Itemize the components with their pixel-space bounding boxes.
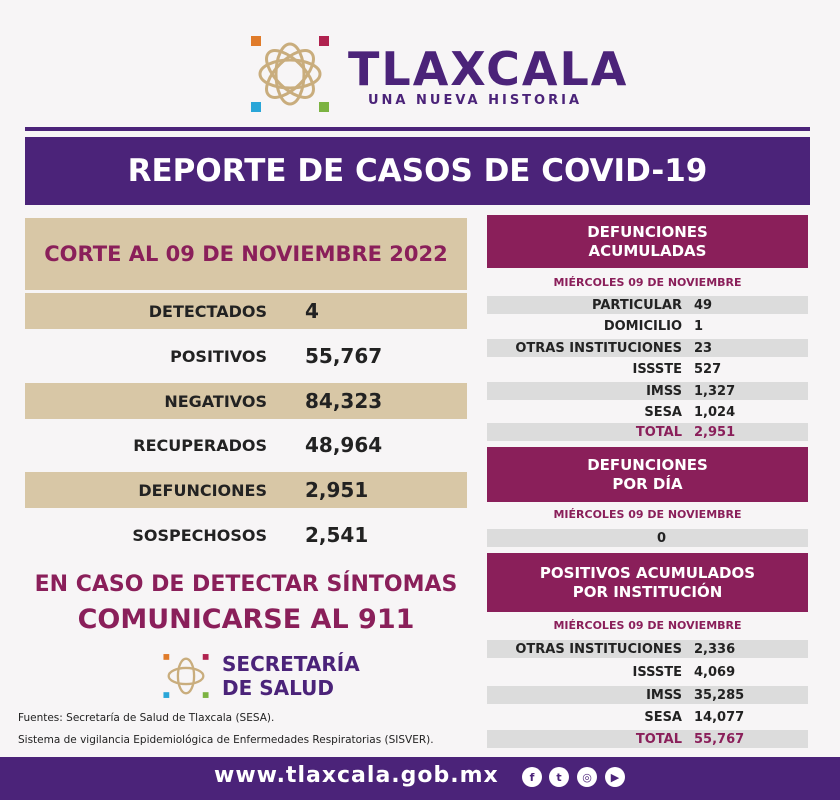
def-acum-row: SESA 1,024 [487,403,808,421]
row-value: 2,951 [694,424,736,440]
summary-row: DEFUNCIONES 2,951 [25,472,467,508]
summary-row: RECUPERADOS 48,964 [25,427,467,463]
summary-row: SOSPECHOSOS 2,541 [25,517,467,553]
youtube-icon[interactable]: ▶ [605,767,625,787]
summary-row: NEGATIVOS 84,323 [25,383,467,419]
def-acum-header: DEFUNCIONES ACUMULADAS [487,215,808,268]
pos-acum-row: OTRAS INSTITUCIONES 2,336 [487,640,808,658]
twitter-icon[interactable]: t [549,767,569,787]
summary-label: POSITIVOS [170,346,267,366]
row-value: 1,024 [694,404,736,420]
secretaria-line1: SECRETARÍA [222,652,360,676]
row-label: ISSSTE [632,664,682,680]
pos-acum-row: ISSSTE 4,069 [487,663,808,681]
pos-acum-title1: POSITIVOS ACUMULADOS [539,563,756,582]
row-label: SESA [644,709,682,725]
corte-date: CORTE AL 09 DE NOVIEMBRE 2022 [25,218,467,290]
summary-row: POSITIVOS 55,767 [25,338,467,374]
secretaria-salud-logo: SECRETARÍA DE SALUD [222,652,360,700]
row-value: 55,767 [694,731,745,747]
pos-acum-date: MIÉRCOLES 09 DE NOVIEMBRE [553,619,742,632]
row-value: 1,327 [694,383,736,399]
divider [25,127,810,131]
summary-label: DETECTADOS [148,301,267,321]
row-value: 35,285 [694,687,745,703]
row-value: 23 [694,340,713,356]
summary-value: 84,323 [305,389,383,413]
def-acum-total: TOTAL 2,951 [487,423,808,441]
summary-label: RECUPERADOS [133,435,267,455]
def-dia-title2: POR DÍA [612,474,683,493]
row-label: ISSSTE [632,361,682,377]
def-dia-date: MIÉRCOLES 09 DE NOVIEMBRE [553,508,742,521]
row-value: 527 [694,361,722,377]
row-value: 4,069 [694,664,736,680]
row-label: OTRAS INSTITUCIONES [515,641,682,657]
row-value: 0 [657,530,667,546]
report-banner: REPORTE DE CASOS DE COVID-19 [25,137,810,205]
def-acum-row: OTRAS INSTITUCIONES 23 [487,339,808,357]
summary-label: SOSPECHOSOS [132,525,267,545]
pos-acum-title2: POR INSTITUCIÓN [572,582,723,601]
pos-acum-header: POSITIVOS ACUMULADOS POR INSTITUCIÓN [487,553,808,612]
row-label: TOTAL [635,424,682,440]
def-dia-title1: DEFUNCIONES [587,455,708,474]
summary-label: DEFUNCIONES [138,480,267,500]
def-acum-row: PARTICULAR 49 [487,296,808,314]
row-label: OTRAS INSTITUCIONES [515,340,682,356]
def-acum-title1: DEFUNCIONES [587,222,708,241]
secretaria-line2: DE SALUD [222,676,334,700]
def-dia-header: DEFUNCIONES POR DÍA [487,447,808,502]
warning-line1: EN CASO DE DETECTAR SÍNTOMAS [34,572,458,597]
summary-value: 4 [305,299,319,323]
row-label: DOMICILIO [603,318,682,334]
def-dia-row: 0 [487,529,808,547]
website-link[interactable]: www.tlaxcala.gob.mx [214,763,499,788]
tlaxcala-flower-logo-icon [251,36,329,112]
row-value: 2,336 [694,641,736,657]
source-line: Fuentes: Secretaría de Salud de Tlaxcala… [18,712,275,724]
def-acum-row: ISSSTE 527 [487,360,808,378]
summary-value: 55,767 [305,344,383,368]
summary-value: 2,951 [305,478,369,502]
pos-acum-total: TOTAL 55,767 [487,730,808,748]
summary-row: DETECTADOS 4 [25,293,467,329]
def-acum-date: MIÉRCOLES 09 DE NOVIEMBRE [553,276,742,289]
summary-value: 2,541 [305,523,369,547]
secretaria-flower-logo-icon [163,654,209,698]
row-label: PARTICULAR [592,297,682,313]
summary-value: 48,964 [305,433,383,457]
pos-acum-row: IMSS 35,285 [487,686,808,704]
def-acum-title2: ACUMULADAS [588,241,707,260]
footer-bar [0,757,840,800]
header-title: TLAXCALA [348,42,629,96]
row-label: IMSS [646,383,682,399]
row-value: 49 [694,297,713,313]
summary-label: NEGATIVOS [164,391,267,411]
row-label: IMSS [646,687,682,703]
row-value: 14,077 [694,709,745,725]
row-label: SESA [644,404,682,420]
row-value: 1 [694,318,704,334]
source-line: Sistema de vigilancia Epidemiológica de … [18,734,434,746]
row-label: TOTAL [635,731,682,747]
warning-line2: COMUNICARSE AL 911 [77,604,415,635]
header-subtitle: UNA NUEVA HISTORIA [368,93,583,108]
def-acum-row: IMSS 1,327 [487,382,808,400]
instagram-icon[interactable]: ◎ [577,767,597,787]
pos-acum-row: SESA 14,077 [487,708,808,726]
def-acum-row: DOMICILIO 1 [487,317,808,335]
facebook-icon[interactable]: f [522,767,542,787]
